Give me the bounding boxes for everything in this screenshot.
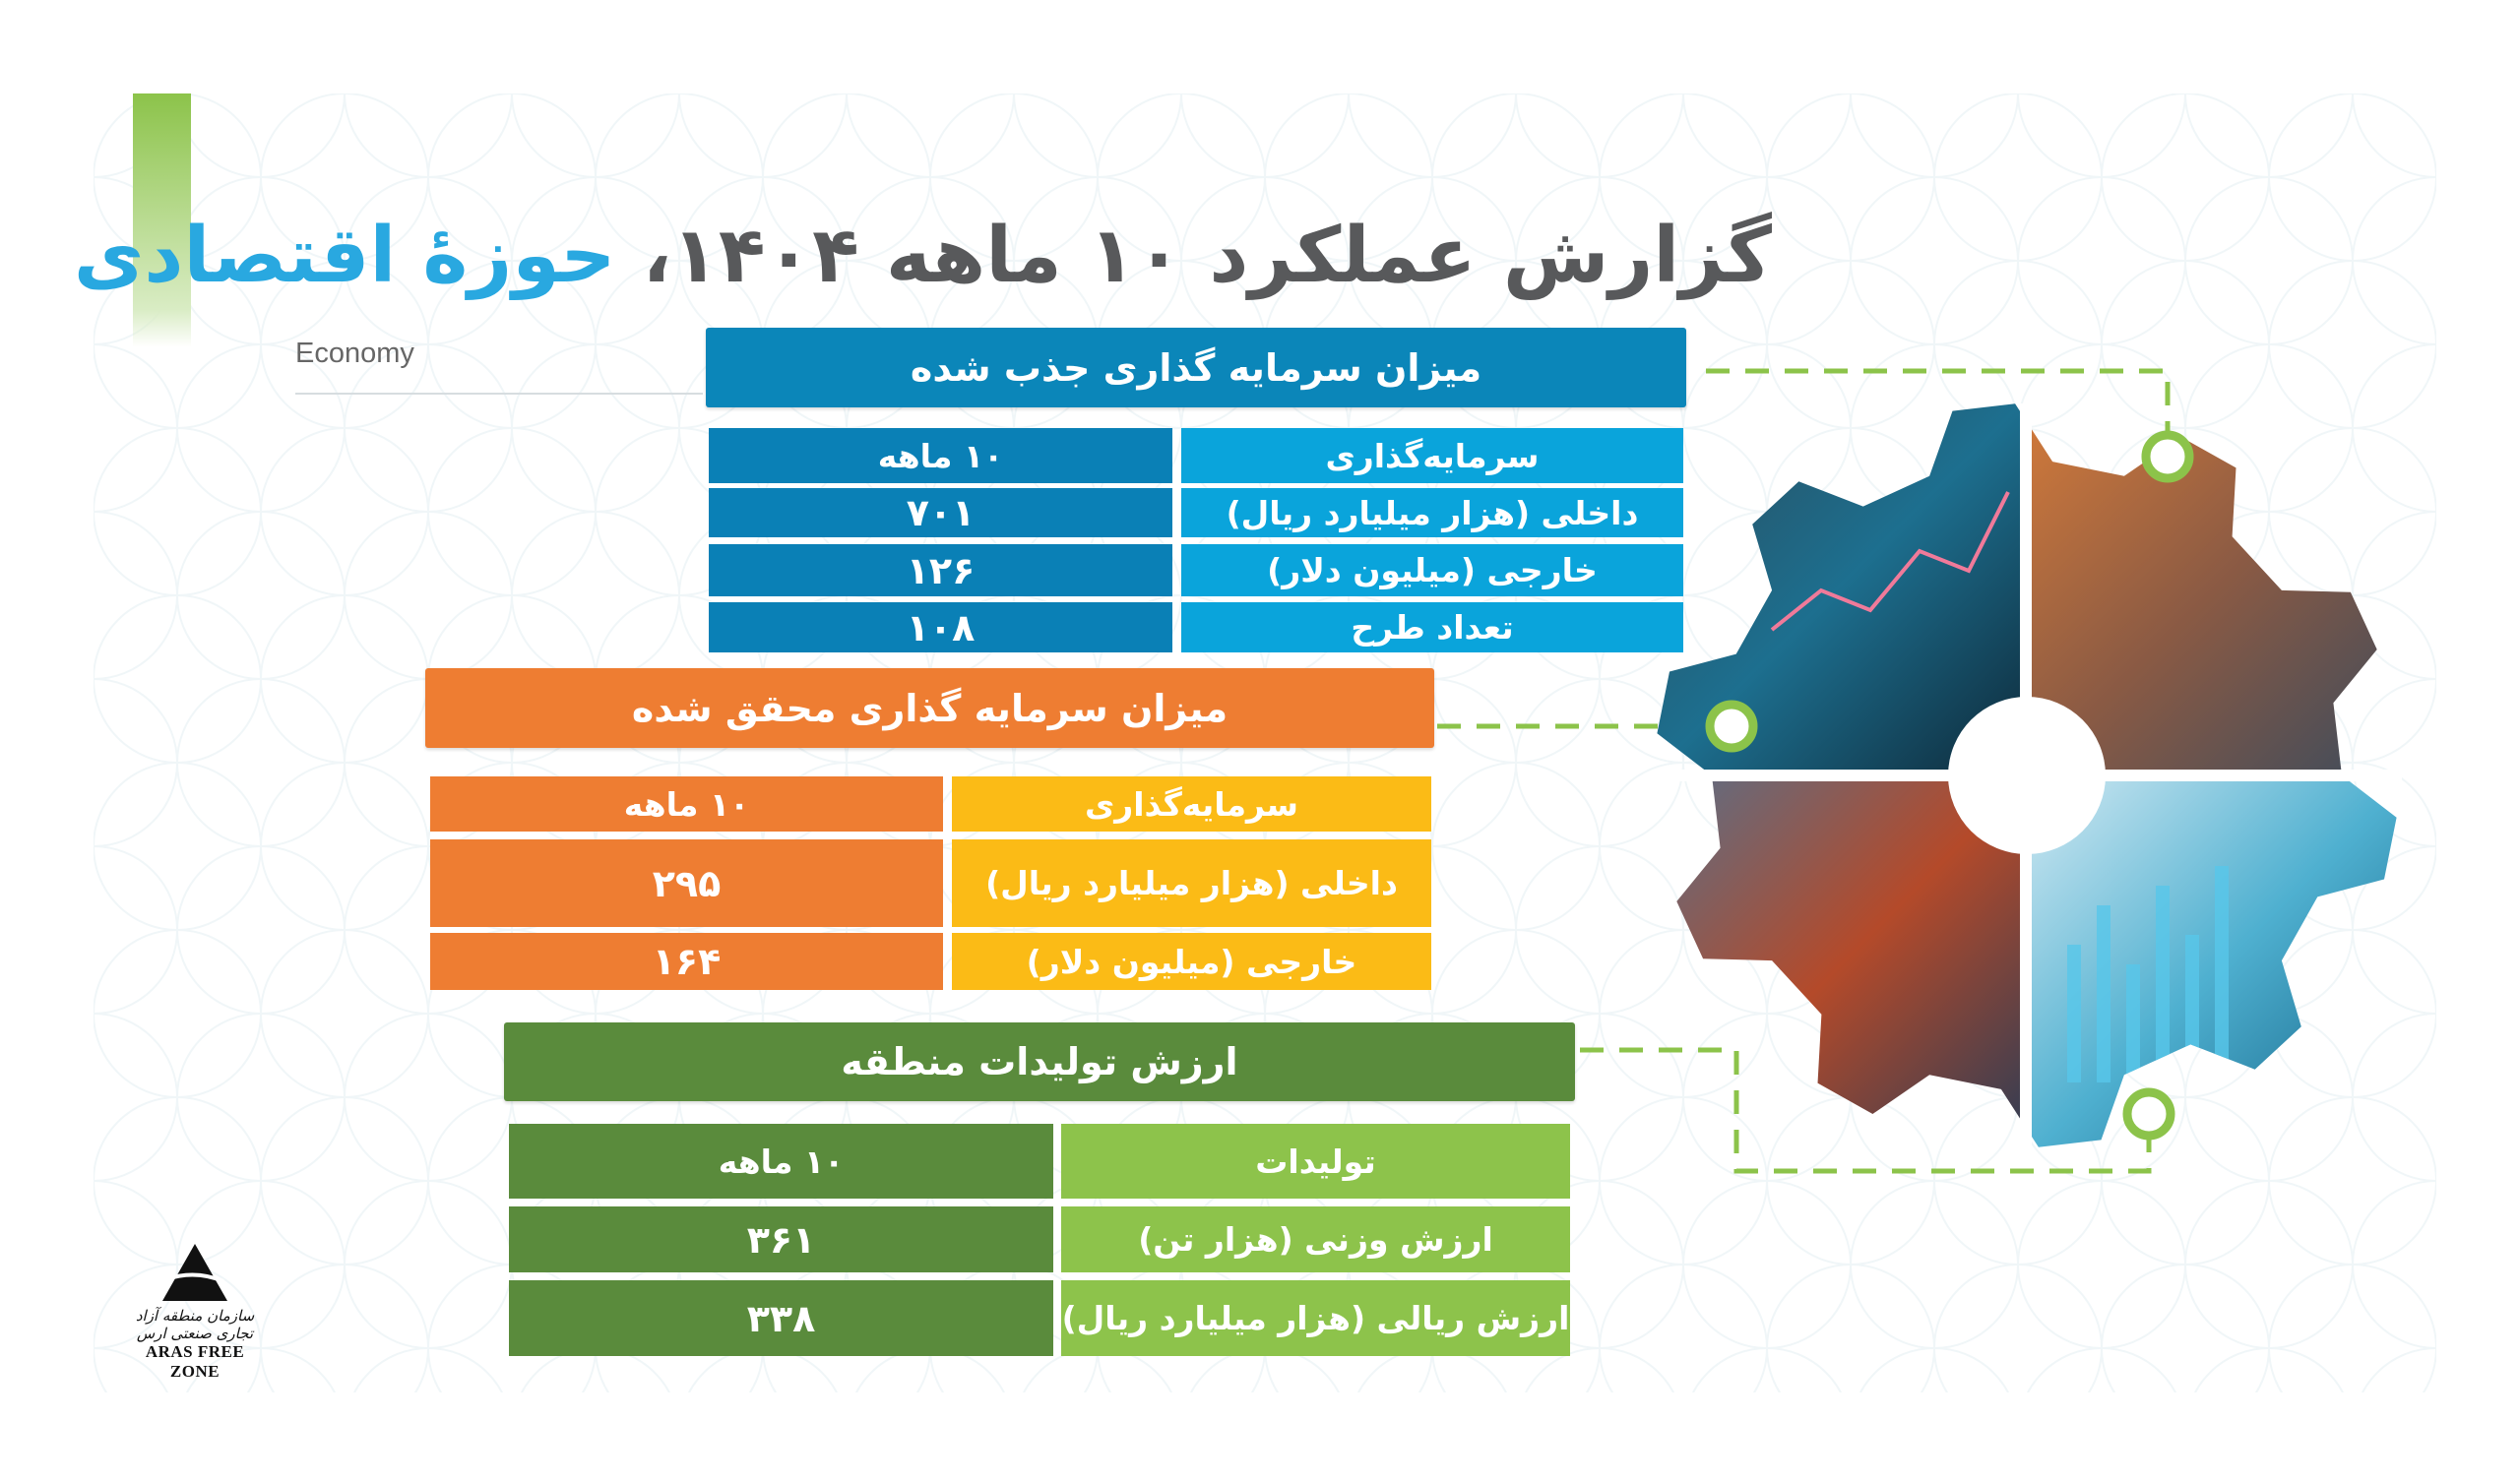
attracted-row-label: داخلی (هزار میلیارد ریال) [1181,488,1683,537]
aras-free-zone-logo: سازمان منطقه آزاد تجاری صنعتی ارس ARAS F… [126,1242,264,1382]
pyramid-logo-icon [162,1244,227,1301]
gear-icon [1654,403,2402,1151]
production-row-label: ارزش ریالی (هزار میلیارد ریال) [1061,1280,1570,1356]
realized-row-value: ۱۶۴ [430,933,943,990]
production-row-value: ۳۶۱ [509,1206,1053,1272]
production-value-title: ارزش تولیدات منطقه [504,1022,1575,1101]
attracted-col-period: ۱۰ ماهه [709,428,1172,483]
title-main: گزارش عملکرد ۱۰ ماهه ۱۴۰۴، [642,212,1772,300]
production-row-value: ۳۳۸ [509,1280,1053,1356]
production-row-label: ارزش وزنی (هزار تن) [1061,1206,1570,1272]
section-subtitle: Economy [295,338,414,369]
realized-row-label: داخلی (هزار میلیارد ریال) [952,839,1431,927]
connector-node [2122,1087,2175,1141]
title-highlight: حوزهٔ اقتصادی [73,212,616,300]
logo-text-fa: سازمان منطقه آزاد تجاری صنعتی ارس [135,1307,255,1342]
realized-investment-title: میزان سرمایه گذاری محقق شده [425,668,1434,748]
attracted-investment-title: میزان سرمایه گذاری جذب شده [706,328,1686,407]
attracted-row-value: ۷۰۱ [709,488,1172,537]
attracted-col-investment: سرمایه‌گذاری [1181,428,1683,483]
attracted-row-label: خارجی (میلیون دلار) [1181,544,1683,596]
realized-col-period: ۱۰ ماهه [430,776,943,832]
divider [295,393,703,395]
page-title: گزارش عملکرد ۱۰ ماهه ۱۴۰۴، حوزهٔ اقتصادی [74,202,1772,310]
attracted-row-value: ۱۲۶ [709,544,1172,596]
realized-col-investment: سرمایه‌گذاری [952,776,1431,832]
realized-row-value: ۲۹۵ [430,839,943,927]
realized-row-label: خارجی (میلیون دلار) [952,933,1431,990]
logo-text-en: ARAS FREE ZONE [145,1342,245,1381]
connector-node [1705,700,1758,753]
accent-bar [133,93,191,347]
attracted-row-label: تعداد طرح [1181,602,1683,652]
production-col-period: ۱۰ ماهه [509,1124,1053,1199]
attracted-row-value: ۱۰۸ [709,602,1172,652]
production-col-products: تولیدات [1061,1124,1570,1199]
connector-node [2141,430,2194,483]
